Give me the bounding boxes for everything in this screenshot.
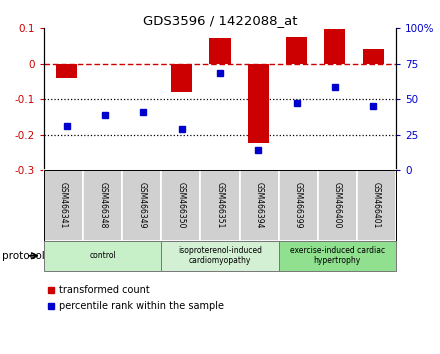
Text: control: control (89, 251, 116, 260)
Text: GSM466349: GSM466349 (137, 182, 146, 229)
Bar (161, 241, 279, 271)
Bar (324, 29, 345, 64)
Text: isoproterenol-induced
cardiomyopathy: isoproterenol-induced cardiomyopathy (178, 246, 262, 266)
Text: GSM466348: GSM466348 (98, 182, 107, 229)
Bar (44, 170, 396, 241)
Bar (171, 64, 192, 92)
Bar (56, 64, 77, 78)
Bar (286, 37, 307, 64)
Bar (239, 170, 279, 241)
Text: exercise-induced cardiac
hypertrophy: exercise-induced cardiac hypertrophy (290, 246, 385, 266)
Bar (279, 241, 396, 271)
Bar (122, 170, 161, 241)
Bar (209, 38, 231, 64)
Text: GSM466351: GSM466351 (216, 182, 224, 229)
Text: GSM466400: GSM466400 (333, 182, 342, 229)
Bar (279, 170, 318, 241)
Text: protocol: protocol (2, 251, 45, 261)
Bar (44, 170, 83, 241)
Text: GSM466394: GSM466394 (255, 182, 264, 229)
Bar (44, 241, 161, 271)
Text: GSM466399: GSM466399 (294, 182, 303, 229)
Bar (83, 170, 122, 241)
Bar (357, 170, 396, 241)
Text: GSM466401: GSM466401 (372, 182, 381, 229)
Bar (248, 64, 269, 143)
Text: GSM466341: GSM466341 (59, 182, 68, 229)
Text: GSM466350: GSM466350 (176, 182, 185, 229)
Text: percentile rank within the sample: percentile rank within the sample (59, 301, 224, 311)
Bar (318, 170, 357, 241)
Bar (363, 49, 384, 64)
Title: GDS3596 / 1422088_at: GDS3596 / 1422088_at (143, 14, 297, 27)
Bar (201, 170, 239, 241)
Bar (161, 170, 201, 241)
Text: transformed count: transformed count (59, 285, 150, 295)
